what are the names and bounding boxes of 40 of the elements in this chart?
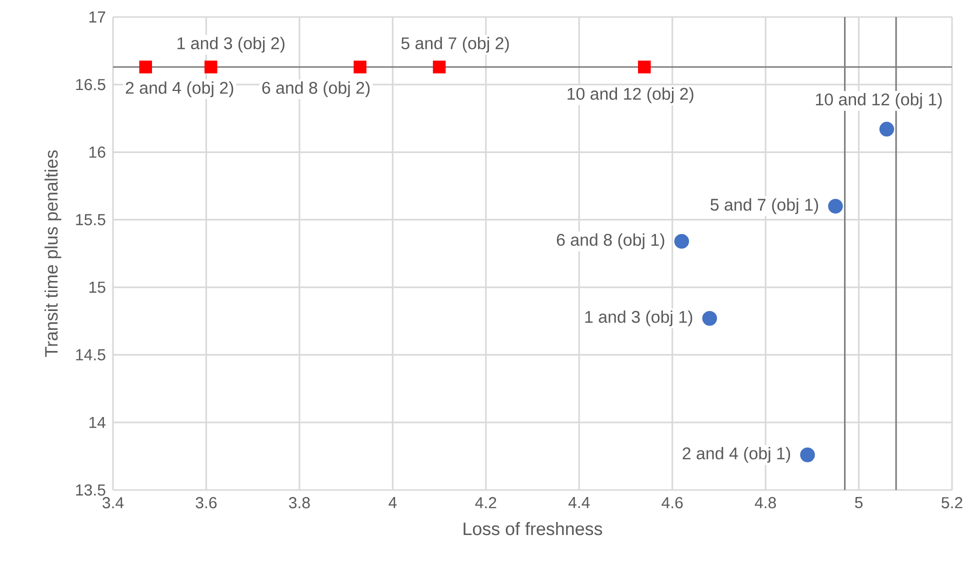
y-tick-label: 16 — [89, 146, 106, 158]
point — [204, 60, 218, 74]
y-tick-label: 14 — [89, 416, 106, 428]
annotation: 2 and 4 (obj 1) — [682, 446, 790, 463]
x-tick-label: 4.4 — [568, 497, 590, 508]
x-tick-label: 3.6 — [196, 497, 217, 508]
annotation: 6 and 8 (obj 1) — [556, 233, 664, 250]
x-tick-label: 3.8 — [288, 497, 310, 508]
x-axis-title: Loss of freshness — [464, 522, 602, 536]
x-tick-label: 5 — [854, 497, 863, 508]
y-tick-label: 15 — [89, 282, 106, 293]
annotation: 6 and 8 (obj 2) — [262, 81, 370, 98]
point — [828, 198, 843, 214]
point — [354, 60, 366, 74]
point — [800, 447, 815, 462]
x-tick-label: 5.2 — [942, 497, 962, 508]
annotation: 5 and 7 (obj 2) — [401, 36, 509, 53]
annotation: 2 and 4 (obj 2) — [126, 81, 234, 98]
annotation: 10 and 12 (obj 2) — [568, 87, 694, 104]
annotation: 1 and 3 (obj 1) — [585, 310, 692, 326]
x-tick-label: 4.8 — [754, 497, 776, 508]
point — [879, 122, 894, 137]
y-tick-label: 15.5 — [76, 214, 106, 226]
point — [674, 234, 690, 249]
y-tick-label: 17 — [89, 12, 106, 22]
point — [139, 60, 152, 74]
y-tick-label: 13.5 — [76, 484, 106, 496]
point — [638, 60, 651, 74]
x-tick-label: 3.4 — [102, 497, 124, 508]
point — [702, 311, 718, 326]
annotation: 1 and 3 (obj 2) — [178, 36, 284, 53]
y-tick-label: 16.5 — [76, 78, 106, 90]
annotation: 10 and 12 (obj 1) — [816, 92, 942, 109]
y-tick-label: 14.5 — [76, 349, 106, 360]
x-tick-label: 4.2 — [475, 497, 496, 508]
annotation: 5 and 7 (obj 1) — [710, 198, 818, 214]
x-tick-label: 4.6 — [662, 497, 683, 508]
y-axis-title: Transit time plus penalties — [44, 150, 62, 357]
point — [432, 60, 446, 74]
x-tick-label: 4 — [388, 497, 397, 508]
